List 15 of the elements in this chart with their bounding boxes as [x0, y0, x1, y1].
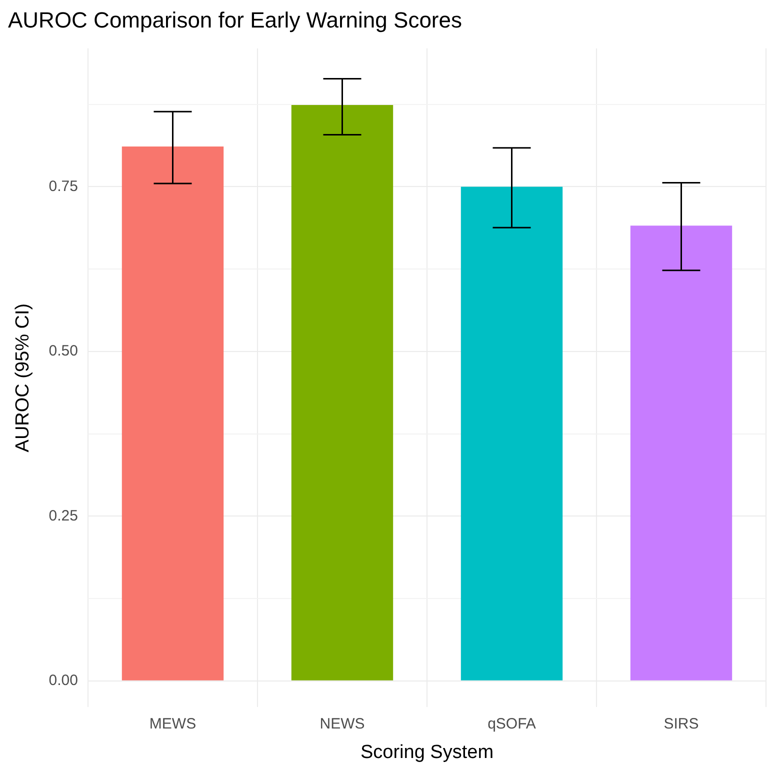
- y-tick-label: 0.00: [48, 672, 78, 689]
- bar: [291, 105, 394, 680]
- bar: [460, 186, 563, 680]
- x-tick-label: NEWS: [320, 715, 365, 732]
- bar: [122, 146, 224, 680]
- y-tick-label: 0.75: [48, 178, 78, 195]
- y-tick-label: 0.25: [48, 507, 78, 524]
- y-axis-title: AUROC (95% CI): [12, 303, 34, 452]
- x-tick-label: MEWS: [149, 715, 196, 732]
- y-tick-label: 0.50: [48, 342, 78, 360]
- x-tick-label: SIRS: [664, 715, 699, 732]
- bar: [630, 226, 732, 680]
- x-tick-label: qSOFA: [488, 715, 536, 732]
- chart-title: AUROC Comparison for Early Warning Scores: [8, 7, 462, 32]
- x-axis-title: Scoring System: [360, 742, 494, 763]
